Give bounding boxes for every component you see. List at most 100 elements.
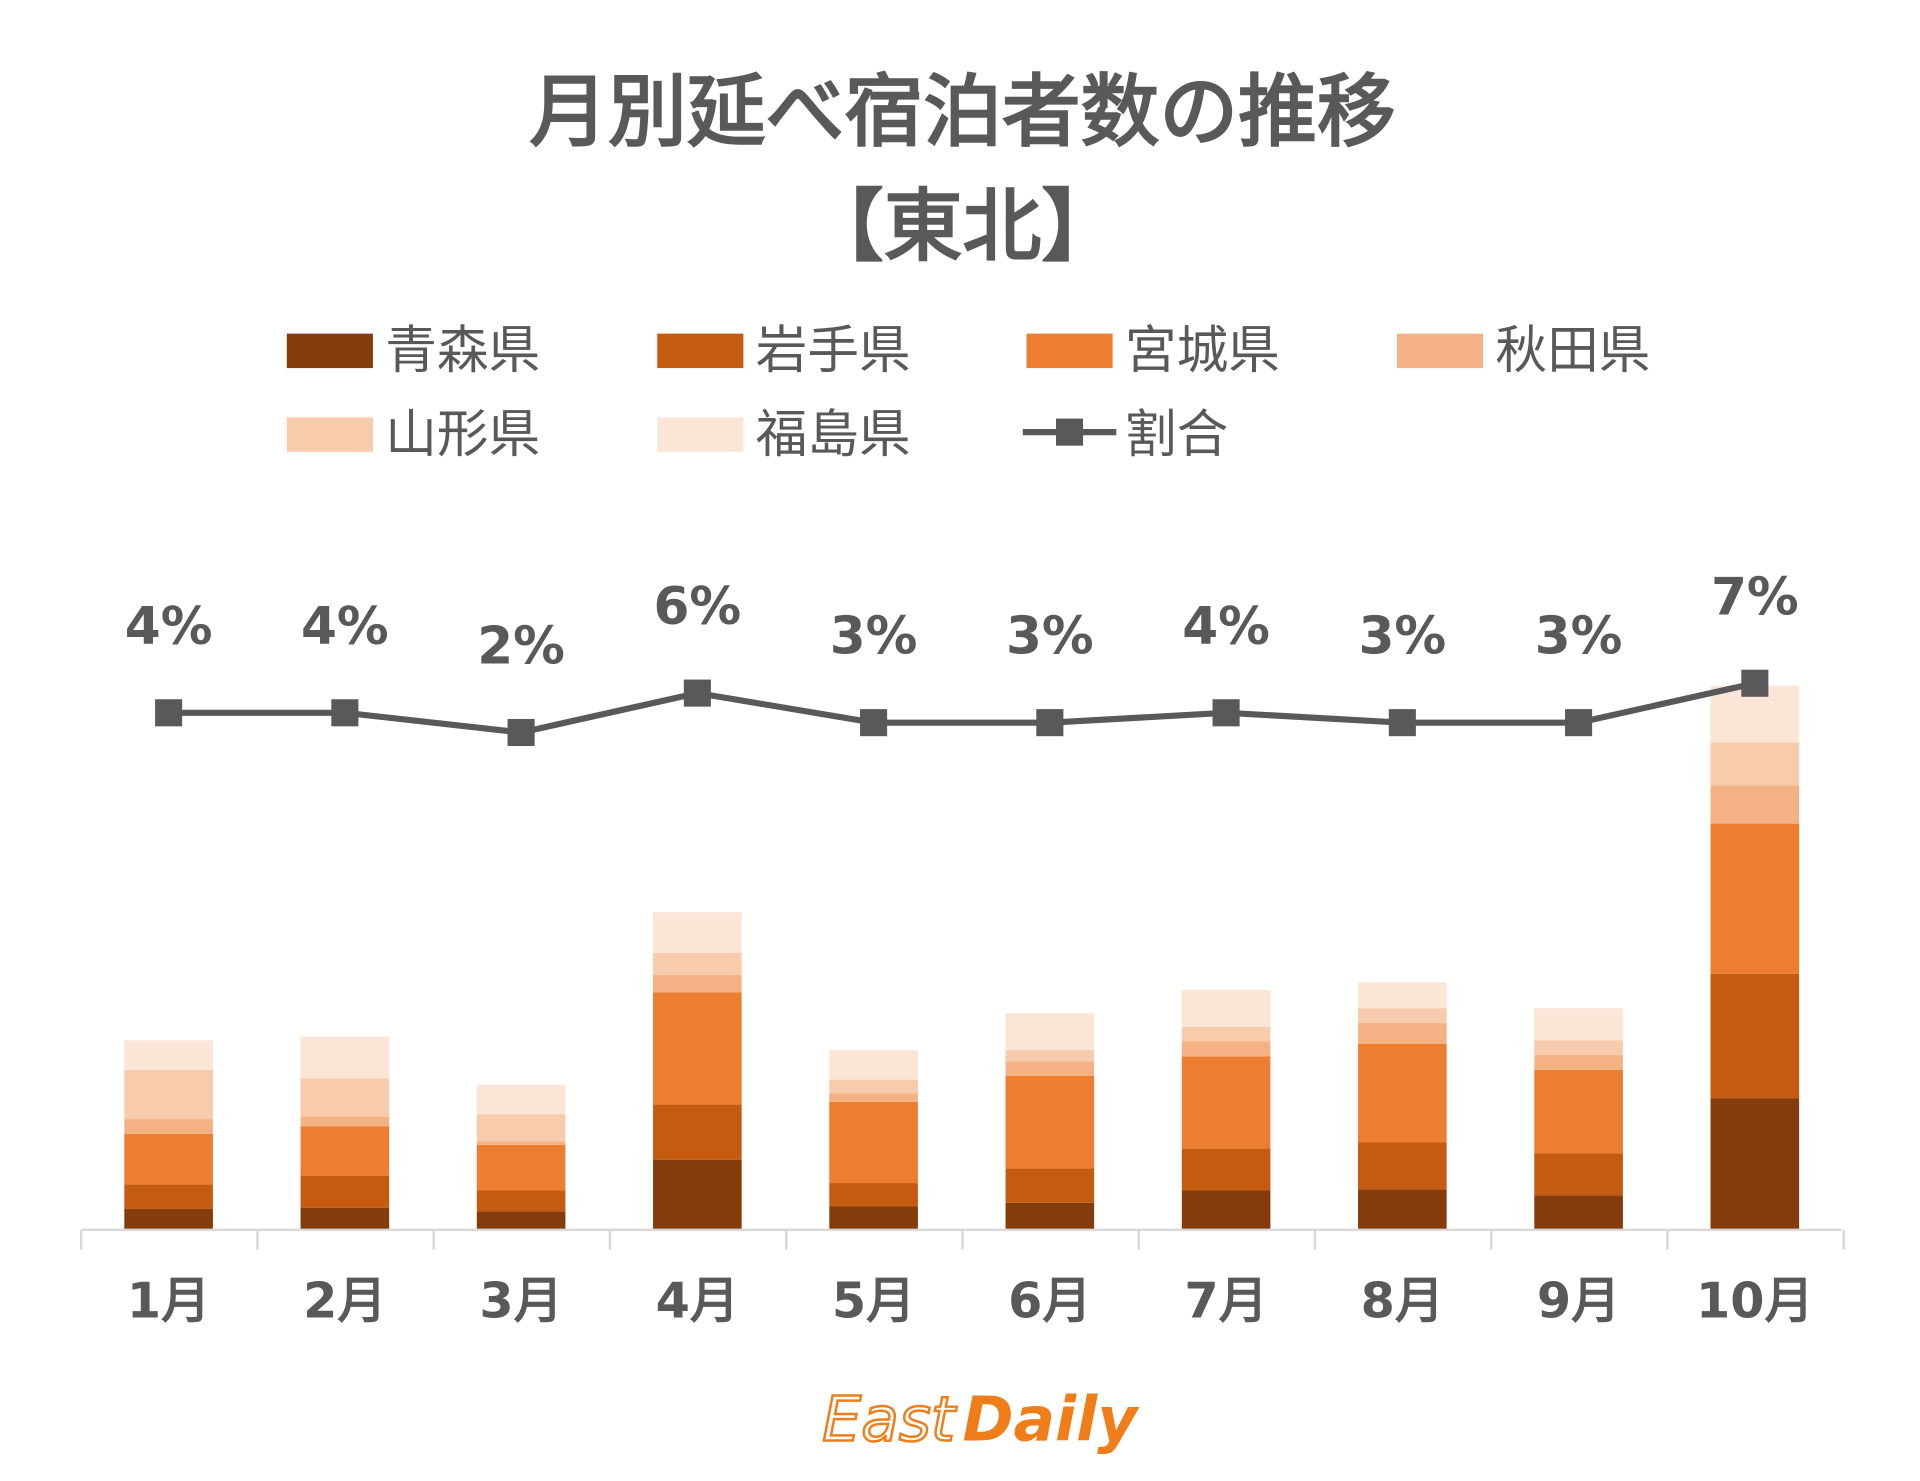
legend-item: 青森県 [286, 321, 540, 381]
bar-segment [1534, 1040, 1623, 1056]
bar-segment [124, 1040, 213, 1070]
legend-marker-swatch [1056, 418, 1084, 446]
ratio-data-label: 4% [301, 597, 389, 657]
logo: East Daily [821, 1382, 1140, 1456]
legend-label: 宮城県 [1125, 321, 1280, 381]
logo-east: East [822, 1383, 958, 1455]
bar-segment [653, 1104, 742, 1160]
legend-label: 割合 [1125, 405, 1228, 465]
legend-label: 福島県 [756, 405, 911, 465]
bar-segment [124, 1119, 213, 1134]
bar-segment [653, 912, 742, 953]
ratio-line: 4% 4% 2% 6% 3% 3% 4% 3% 3% 7% [125, 567, 1799, 747]
bar-segment [1534, 1069, 1623, 1154]
bar-segment [1181, 1056, 1271, 1149]
x-tick-label: 6月 [1008, 1271, 1091, 1329]
bar-segment [1181, 1190, 1271, 1230]
bar-segment [476, 1211, 566, 1230]
bar-segment [653, 992, 742, 1105]
legend-label: 岩手県 [756, 321, 911, 381]
bar-segment [300, 1207, 390, 1230]
ratio-data-label: 3% [1535, 607, 1623, 667]
bar-segment [300, 1036, 390, 1079]
bar-segment [1358, 1023, 1447, 1044]
chart-title-line1: 月別延べ宿泊者数の推移 [529, 66, 1395, 158]
bar-segment [1005, 1013, 1095, 1051]
ratio-marker [331, 699, 359, 727]
bar-segment [300, 1175, 390, 1208]
ratio-marker [1036, 709, 1064, 737]
bar-segment [1181, 1026, 1271, 1042]
x-tick-label: 9月 [1537, 1271, 1620, 1329]
ratio-marker [1212, 699, 1240, 727]
bar-segment [1005, 1050, 1095, 1062]
legend-label: 青森県 [385, 321, 540, 381]
legend-item: 福島県 [657, 405, 911, 465]
bar-segment [1005, 1075, 1095, 1169]
bar-segment [1358, 1142, 1447, 1190]
ratio-data-label: 6% [653, 577, 741, 637]
bar-segment [476, 1084, 566, 1115]
legend-swatch [286, 333, 373, 369]
bar-segment [653, 975, 742, 993]
x-tick-label: 5月 [832, 1271, 915, 1329]
ratio-marker [1388, 709, 1416, 737]
bar-segment [829, 1101, 918, 1184]
x-tick-label: 1月 [127, 1271, 210, 1329]
logo-daily: Daily [962, 1383, 1140, 1455]
ratio-marker [683, 679, 711, 707]
legend-swatch [286, 417, 373, 452]
ratio-marker [860, 709, 888, 737]
bar-segment [124, 1133, 213, 1185]
bar-segment [829, 1079, 918, 1094]
bar-segment [1005, 1202, 1095, 1230]
ratio-marker [1741, 669, 1769, 697]
bar-segment [1534, 1008, 1623, 1041]
x-axis: 1月 2月 3月 4月 5月 6月 7月 8月 9月 10月 [80, 1228, 1845, 1329]
bar-segment [300, 1126, 390, 1176]
ratio-data-label: 7% [1711, 567, 1799, 627]
legend-label: 秋田県 [1495, 321, 1650, 381]
x-tick-label: 3月 [479, 1271, 562, 1329]
legend-swatch [657, 417, 744, 452]
bar-segment [1181, 989, 1271, 1027]
legend-swatch [1396, 333, 1484, 369]
bar-segment [476, 1190, 566, 1212]
legend-item: 山形県 [286, 405, 540, 465]
bar-segment [829, 1050, 918, 1080]
legend-item: 秋田県 [1396, 321, 1650, 381]
ratio-data-label: 2% [477, 617, 565, 677]
bar-segment [476, 1144, 566, 1191]
bar-segment [124, 1208, 213, 1230]
ratio-data-label: 3% [830, 607, 918, 667]
legend-label: 山形県 [385, 405, 540, 465]
bar-segment [1534, 1153, 1623, 1196]
x-tick-label: 10月 [1696, 1271, 1814, 1329]
ratio-data-label: 3% [1006, 607, 1094, 667]
bar-segment [300, 1116, 390, 1127]
bar-segment [1005, 1168, 1095, 1203]
bar-segment [1710, 823, 1800, 974]
bar-segment [1358, 1189, 1447, 1230]
chart-title-line2: 【東北】 [805, 181, 1120, 273]
x-tick-label: 2月 [303, 1271, 386, 1329]
bar-segment [300, 1078, 390, 1117]
bar-segment [1710, 742, 1800, 786]
ratio-data-label: 4% [1182, 597, 1270, 657]
ratio-marker [507, 718, 535, 747]
bar-segment [1534, 1195, 1623, 1230]
legend-swatch [657, 333, 744, 369]
ratio-marker [1565, 709, 1593, 737]
bar-segment [1181, 1148, 1271, 1191]
legend-swatch [1026, 333, 1113, 369]
x-tick-label: 4月 [656, 1271, 739, 1329]
bar-segment [1358, 982, 1447, 1009]
bar-segment [1534, 1055, 1623, 1070]
legend-item: 割合 [1022, 405, 1228, 465]
ratio-line-path [168, 680, 1756, 736]
bar-segment [124, 1184, 213, 1209]
bar-segment [476, 1141, 566, 1145]
bar-segment [1358, 1043, 1447, 1143]
